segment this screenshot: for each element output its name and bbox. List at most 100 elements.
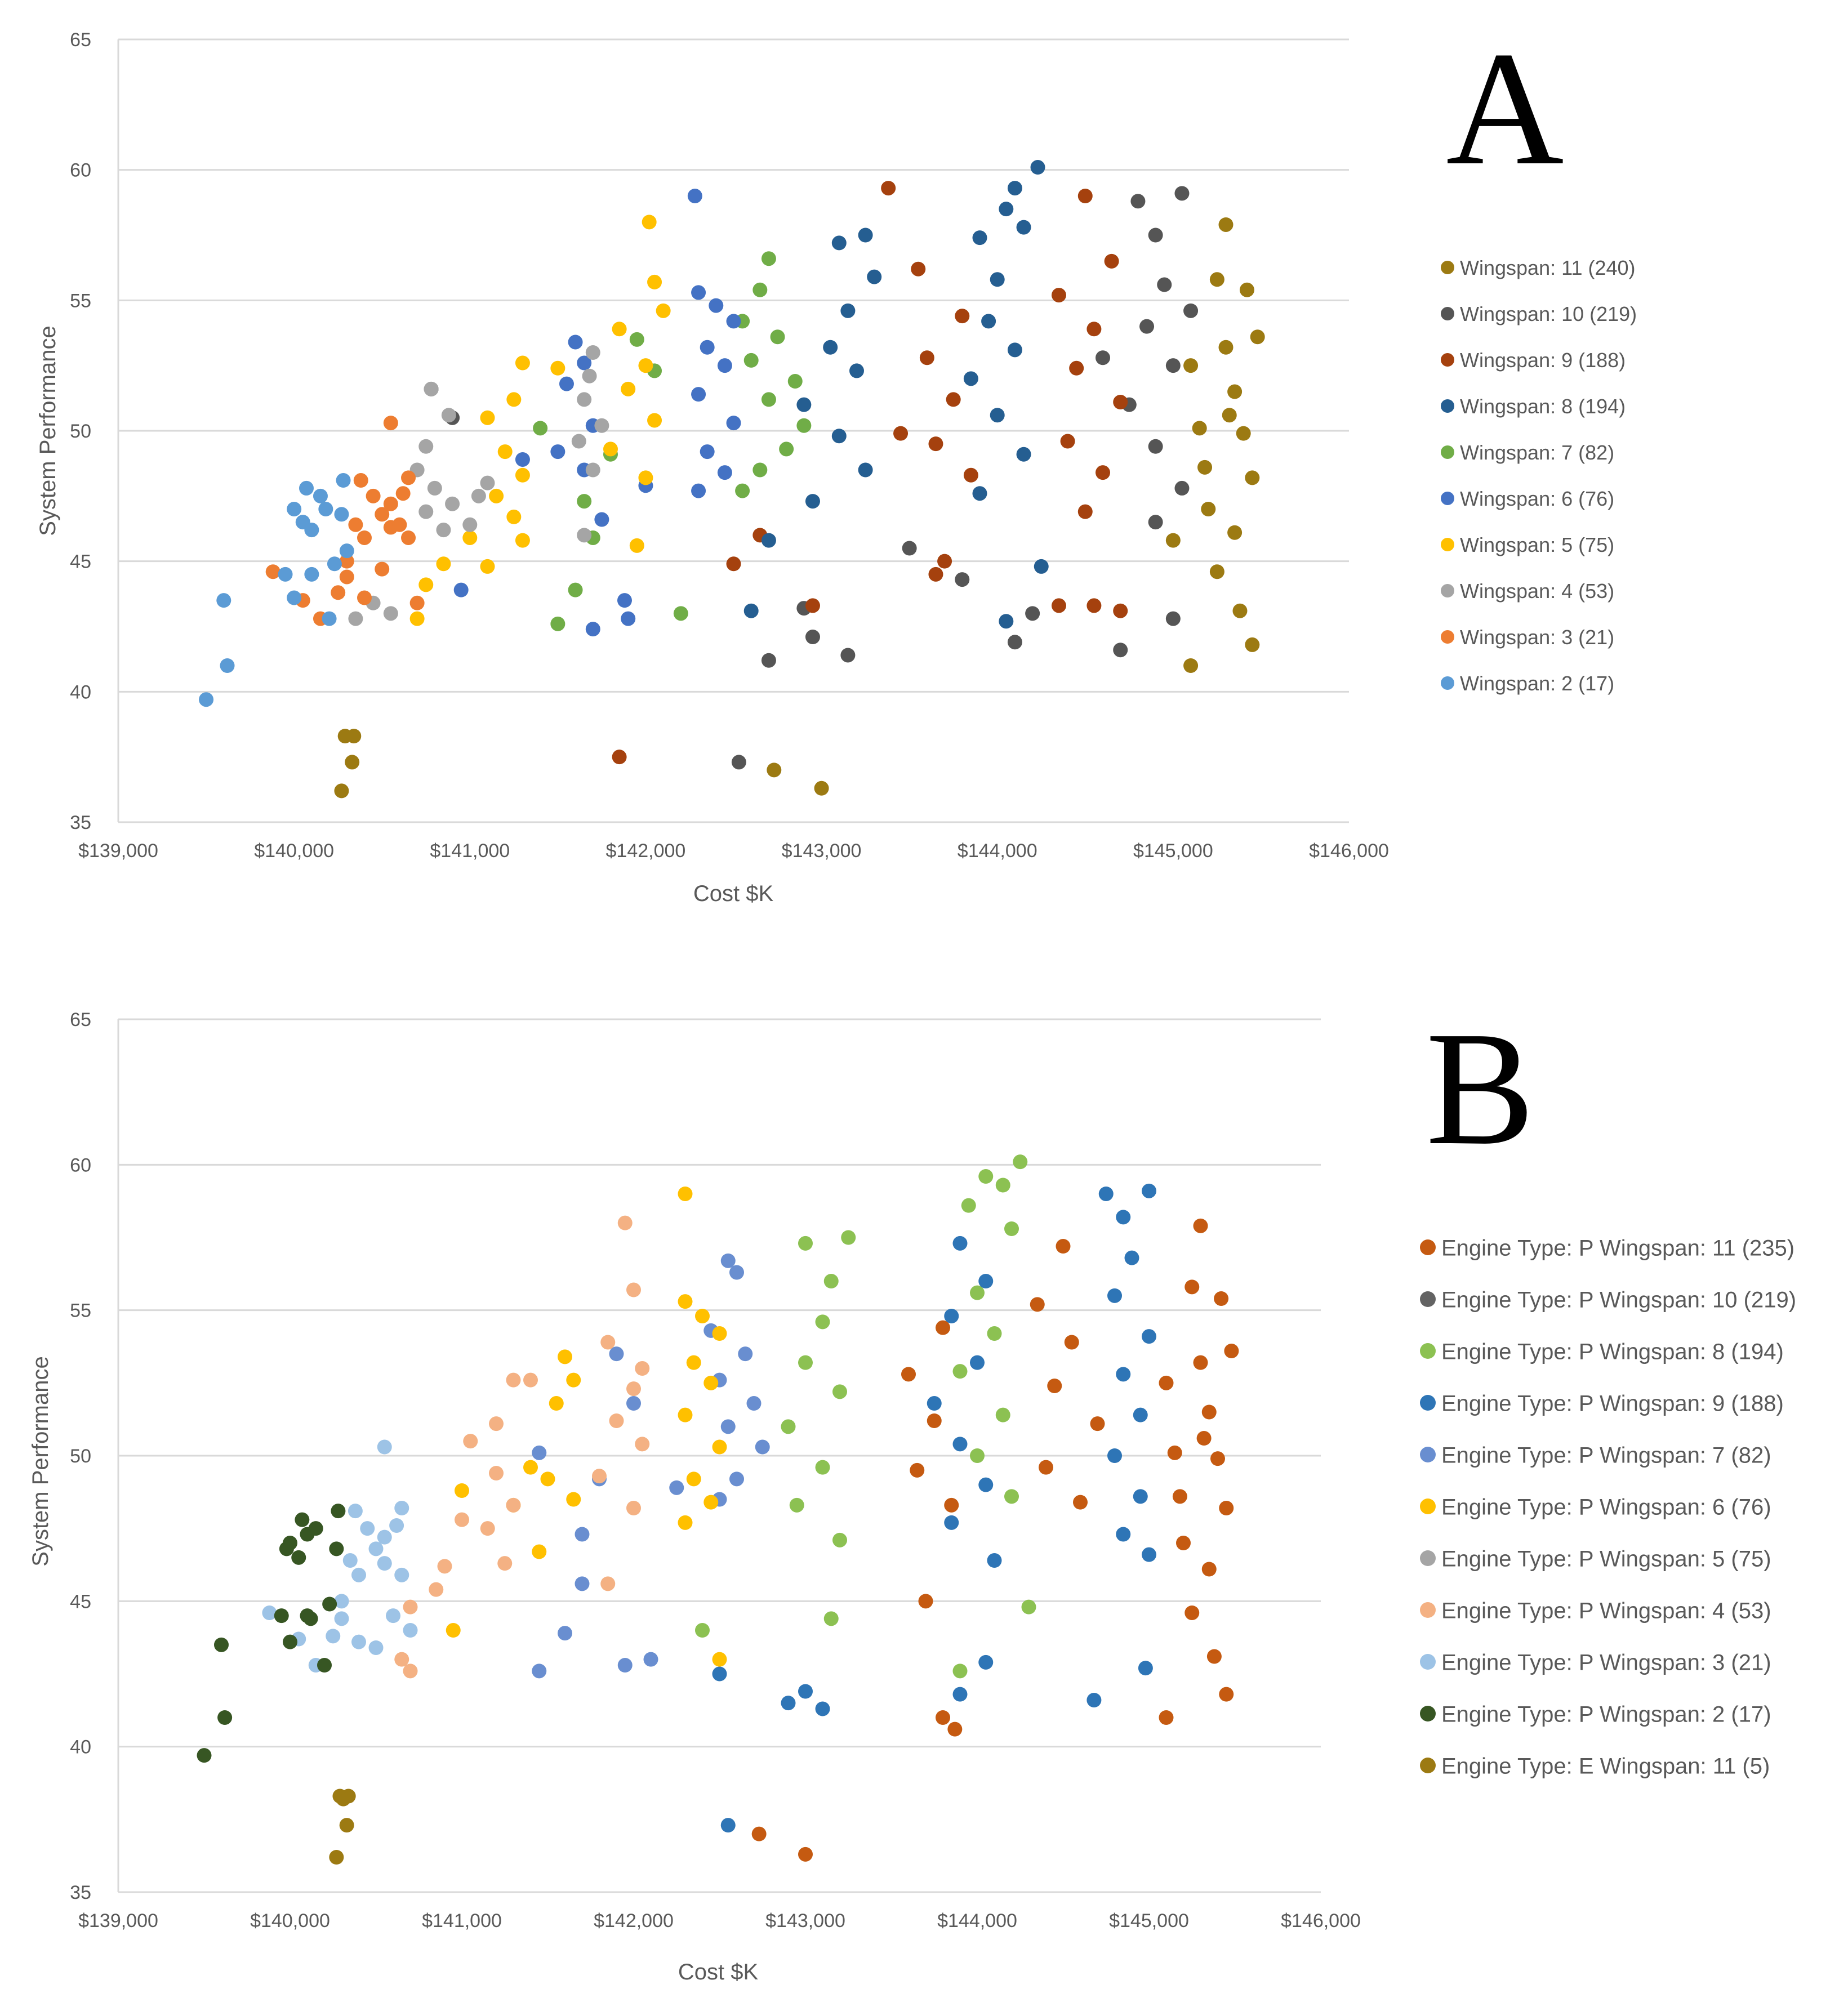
data-point (814, 781, 829, 796)
data-point (961, 1198, 976, 1213)
data-point (291, 1550, 306, 1565)
data-point (815, 1460, 830, 1475)
data-point (287, 590, 302, 605)
data-point (515, 467, 530, 483)
data-point (394, 1652, 409, 1667)
data-point (303, 1611, 318, 1626)
data-point (1227, 384, 1243, 399)
data-point (1193, 1355, 1208, 1370)
legend-label: Engine Type: P Wingspan: 11 (235) (1441, 1236, 1794, 1260)
x-tick-label: $143,000 (765, 1910, 845, 1932)
data-point (717, 358, 732, 373)
data-point (334, 1611, 349, 1626)
series-1 (334, 217, 1265, 799)
data-point (446, 1623, 461, 1638)
data-point (403, 1623, 418, 1638)
data-point (1007, 342, 1022, 358)
data-point (550, 616, 565, 631)
data-point (612, 750, 627, 765)
panel-label-a: A (1446, 18, 1564, 199)
data-point (1047, 1379, 1062, 1393)
data-point (970, 1355, 985, 1370)
data-point (480, 410, 495, 425)
data-point (1196, 1431, 1212, 1446)
data-point (1183, 303, 1199, 318)
data-point (937, 554, 952, 569)
data-point (999, 614, 1014, 629)
data-point (1148, 228, 1163, 243)
data-point (617, 593, 632, 608)
data-point (700, 444, 715, 460)
data-point (550, 360, 565, 376)
data-point (717, 465, 732, 480)
data-point (901, 1367, 916, 1382)
series-3 (612, 181, 1128, 765)
y-tick-label: 55 (70, 290, 91, 311)
data-point (1218, 217, 1234, 232)
data-point (678, 1294, 693, 1309)
data-point (647, 274, 662, 289)
legend-marker (1420, 1602, 1436, 1618)
data-point (1142, 1547, 1156, 1562)
data-point (1138, 1661, 1153, 1676)
series-1 (751, 1218, 1239, 1862)
data-point (1174, 186, 1190, 201)
data-point (1086, 1693, 1102, 1707)
data-point (1222, 408, 1237, 423)
data-point (1214, 1291, 1229, 1306)
data-point (197, 1748, 212, 1763)
data-point (1232, 603, 1248, 618)
data-point (429, 1582, 444, 1597)
data-point (1104, 253, 1119, 269)
data-point (963, 371, 978, 386)
data-point (1201, 1562, 1217, 1577)
data-point (1030, 160, 1045, 175)
data-point (566, 1372, 581, 1388)
data-point (703, 1495, 719, 1510)
data-point (418, 439, 434, 454)
data-point (1183, 358, 1199, 373)
series-4 (712, 1183, 1156, 1833)
series-7 (409, 215, 671, 626)
data-point (326, 1629, 341, 1644)
data-point (1025, 606, 1040, 621)
x-tick-label: $141,000 (430, 840, 510, 862)
data-point (1130, 194, 1146, 209)
data-point (304, 567, 319, 582)
x-tick-label: $142,000 (594, 1910, 674, 1932)
data-point (497, 444, 513, 460)
data-point (383, 496, 398, 511)
legend-label: Wingspan: 3 (21) (1460, 626, 1614, 649)
data-point (805, 630, 820, 645)
data-point (1165, 611, 1181, 626)
data-point (568, 335, 583, 350)
data-point (1039, 1460, 1053, 1475)
y-tick-labels-a: 35 40 45 50 55 60 65 (70, 29, 91, 833)
data-point (418, 577, 434, 592)
series-8 (394, 1215, 650, 1679)
legend-marker (1420, 1758, 1436, 1773)
data-point (752, 462, 768, 478)
data-point (1133, 1489, 1148, 1504)
data-point (617, 1215, 633, 1230)
data-point (455, 1483, 469, 1498)
data-point (262, 1605, 277, 1620)
data-point (353, 473, 368, 488)
legend-label: Engine Type: P Wingspan: 6 (76) (1441, 1495, 1771, 1519)
data-point (346, 729, 362, 744)
data-point (1096, 350, 1110, 365)
data-point (918, 1594, 933, 1609)
data-point (427, 480, 442, 496)
legend-label: Wingspan: 6 (76) (1460, 487, 1614, 510)
data-point (462, 517, 478, 532)
series-9 (262, 1439, 418, 1673)
data-point (401, 470, 416, 485)
data-point (480, 559, 495, 574)
data-point (1142, 1329, 1156, 1344)
data-point (798, 1236, 813, 1251)
data-point (322, 611, 337, 626)
data-point (342, 1553, 358, 1568)
data-point (746, 1396, 762, 1411)
